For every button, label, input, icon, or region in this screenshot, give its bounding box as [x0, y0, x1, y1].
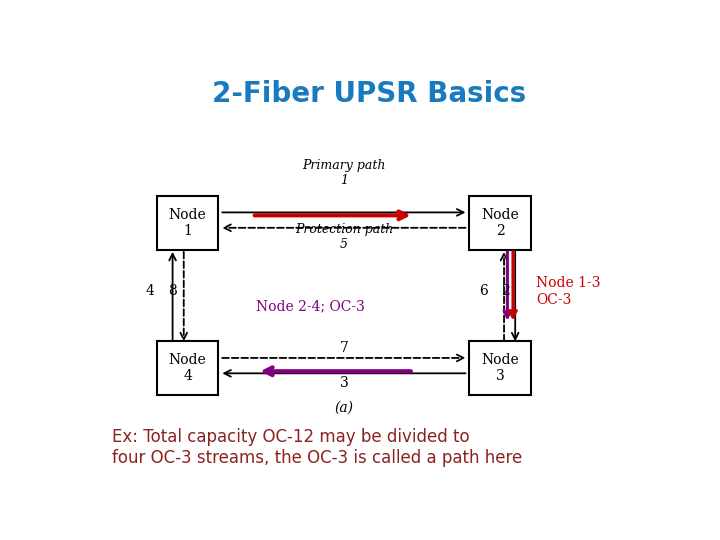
- Text: 7: 7: [339, 341, 348, 355]
- Text: Node 2-4; OC-3: Node 2-4; OC-3: [256, 299, 365, 313]
- FancyBboxPatch shape: [157, 196, 218, 250]
- Text: Primary path
1: Primary path 1: [302, 159, 386, 187]
- Text: 2: 2: [501, 285, 510, 299]
- Text: 2-Fiber UPSR Basics: 2-Fiber UPSR Basics: [212, 80, 526, 108]
- Text: 6: 6: [479, 285, 487, 299]
- Text: (a): (a): [334, 401, 354, 415]
- Text: Node
2: Node 2: [481, 208, 519, 238]
- FancyBboxPatch shape: [469, 196, 531, 250]
- Text: Protection path
5: Protection path 5: [294, 224, 393, 251]
- Text: Node
4: Node 4: [168, 353, 207, 383]
- Text: Ex: Total capacity OC-12 may be divided to: Ex: Total capacity OC-12 may be divided …: [112, 428, 470, 446]
- Text: Node 1-3
OC-3: Node 1-3 OC-3: [536, 276, 601, 307]
- Text: Node
1: Node 1: [168, 208, 207, 238]
- FancyBboxPatch shape: [469, 341, 531, 395]
- Text: 4: 4: [146, 285, 155, 299]
- FancyBboxPatch shape: [157, 341, 218, 395]
- Text: 8: 8: [168, 285, 177, 299]
- Text: 3: 3: [340, 376, 348, 390]
- Text: Node
3: Node 3: [481, 353, 519, 383]
- Text: four OC-3 streams, the OC-3 is called a path here: four OC-3 streams, the OC-3 is called a …: [112, 449, 523, 467]
